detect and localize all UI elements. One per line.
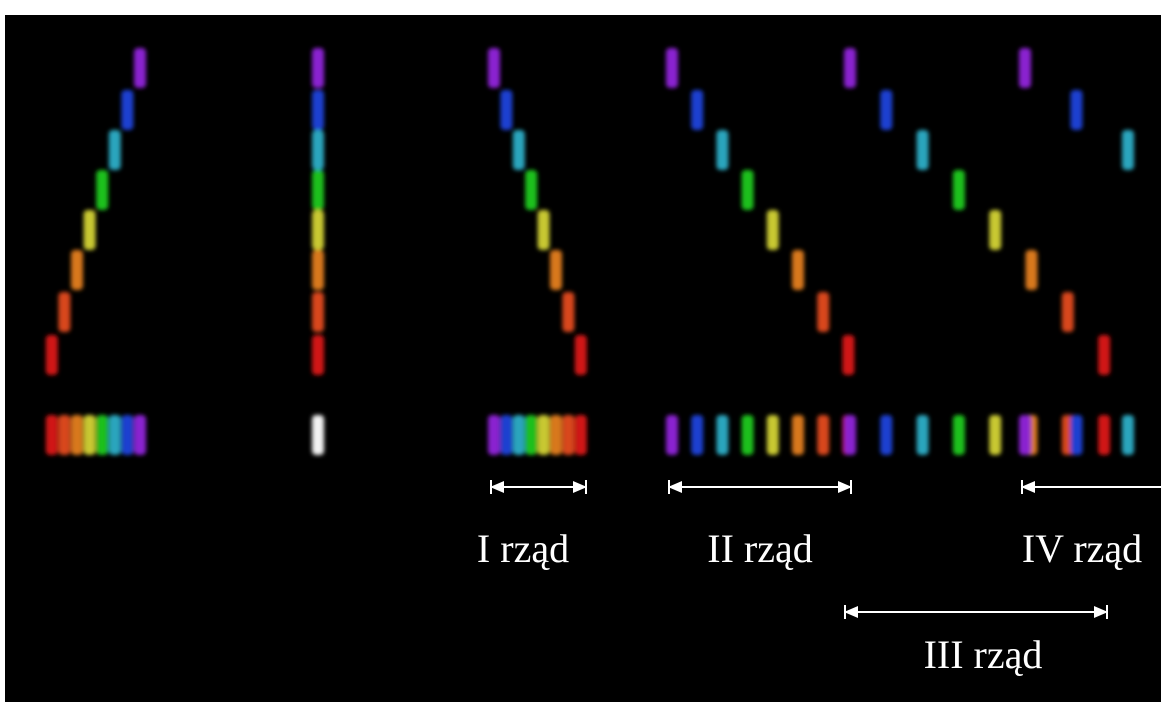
order-label: I rząd: [477, 526, 569, 571]
spectral-line: [1019, 48, 1031, 88]
spectral-line: [666, 415, 678, 455]
spectral-line: [121, 415, 134, 455]
spectral-line: [1070, 90, 1083, 130]
spectral-line: [766, 210, 779, 250]
spectral-line: [96, 415, 109, 455]
spectral-line: [537, 210, 550, 250]
spectral-line: [817, 415, 830, 455]
spectral-line: [844, 415, 856, 455]
spectral-line: [916, 415, 929, 455]
spectral-line: [71, 250, 83, 290]
spectral-line: [691, 415, 704, 455]
spectral-line: [550, 415, 562, 455]
spectral-line: [1070, 415, 1083, 455]
order-label: IV rząd: [1022, 526, 1142, 571]
spectral-line: [45, 415, 58, 455]
spectral-line: [550, 250, 562, 290]
spectral-line: [792, 250, 804, 290]
spectral-line: [83, 415, 96, 455]
spectral-line: [1019, 415, 1031, 455]
spectral-line: [1122, 130, 1134, 170]
spectral-line: [817, 292, 830, 332]
spectral-line: [574, 335, 587, 375]
spectral-line: [741, 415, 754, 455]
spectral-line: [691, 90, 704, 130]
spectral-lines: [45, 48, 1134, 455]
spectral-line: [312, 48, 324, 88]
spectral-line: [880, 90, 893, 130]
spectral-line: [537, 415, 550, 455]
spectral-line: [916, 130, 929, 170]
spectral-line: [312, 130, 324, 170]
spectral-line: [880, 415, 893, 455]
spectral-line: [500, 90, 513, 130]
spectral-line: [45, 335, 58, 375]
spectral-line: [312, 292, 324, 332]
spectral-line: [842, 335, 855, 375]
order-label: II rząd: [707, 526, 812, 571]
spectral-line: [121, 90, 134, 130]
spectral-line: [952, 170, 965, 210]
spectral-line: [312, 335, 324, 375]
spectral-line: [1098, 415, 1111, 455]
spectral-line: [500, 415, 513, 455]
spectral-line: [488, 415, 500, 455]
spectral-line: [766, 415, 779, 455]
spectral-line: [792, 415, 804, 455]
spectral-line: [666, 48, 678, 88]
spectral-line: [1122, 415, 1134, 455]
spectral-line: [488, 48, 500, 88]
spectral-line: [108, 130, 121, 170]
spectral-line: [71, 415, 83, 455]
spectral-line: [989, 210, 1002, 250]
spectral-line: [312, 90, 324, 130]
spectral-line: [1061, 292, 1074, 332]
spectral-line: [716, 130, 729, 170]
spectral-line: [134, 48, 146, 88]
spectral-line: [134, 415, 146, 455]
spectral-line: [312, 210, 324, 250]
spectral-line: [989, 415, 1002, 455]
spectral-line: [952, 415, 965, 455]
order-arrows: [490, 480, 1161, 619]
spectral-line: [312, 415, 324, 455]
spectral-line: [83, 210, 96, 250]
order-label: III rząd: [924, 632, 1043, 677]
spectral-line: [96, 170, 109, 210]
spectral-line: [312, 250, 324, 290]
spectral-line: [574, 415, 587, 455]
spectral-line: [58, 292, 71, 332]
spectral-line: [562, 292, 575, 332]
spectral-line: [58, 415, 71, 455]
spectral-line: [1098, 335, 1111, 375]
spectral-line: [512, 415, 525, 455]
spectral-line: [741, 170, 754, 210]
spectral-line: [562, 415, 575, 455]
spectral-line: [716, 415, 729, 455]
spectral-line: [312, 170, 324, 210]
spectral-line: [108, 415, 121, 455]
spectral-line: [844, 48, 856, 88]
spectral-line: [1025, 250, 1038, 290]
spectral-line: [525, 170, 538, 210]
spectral-line: [525, 415, 538, 455]
spectral-line: [512, 130, 525, 170]
